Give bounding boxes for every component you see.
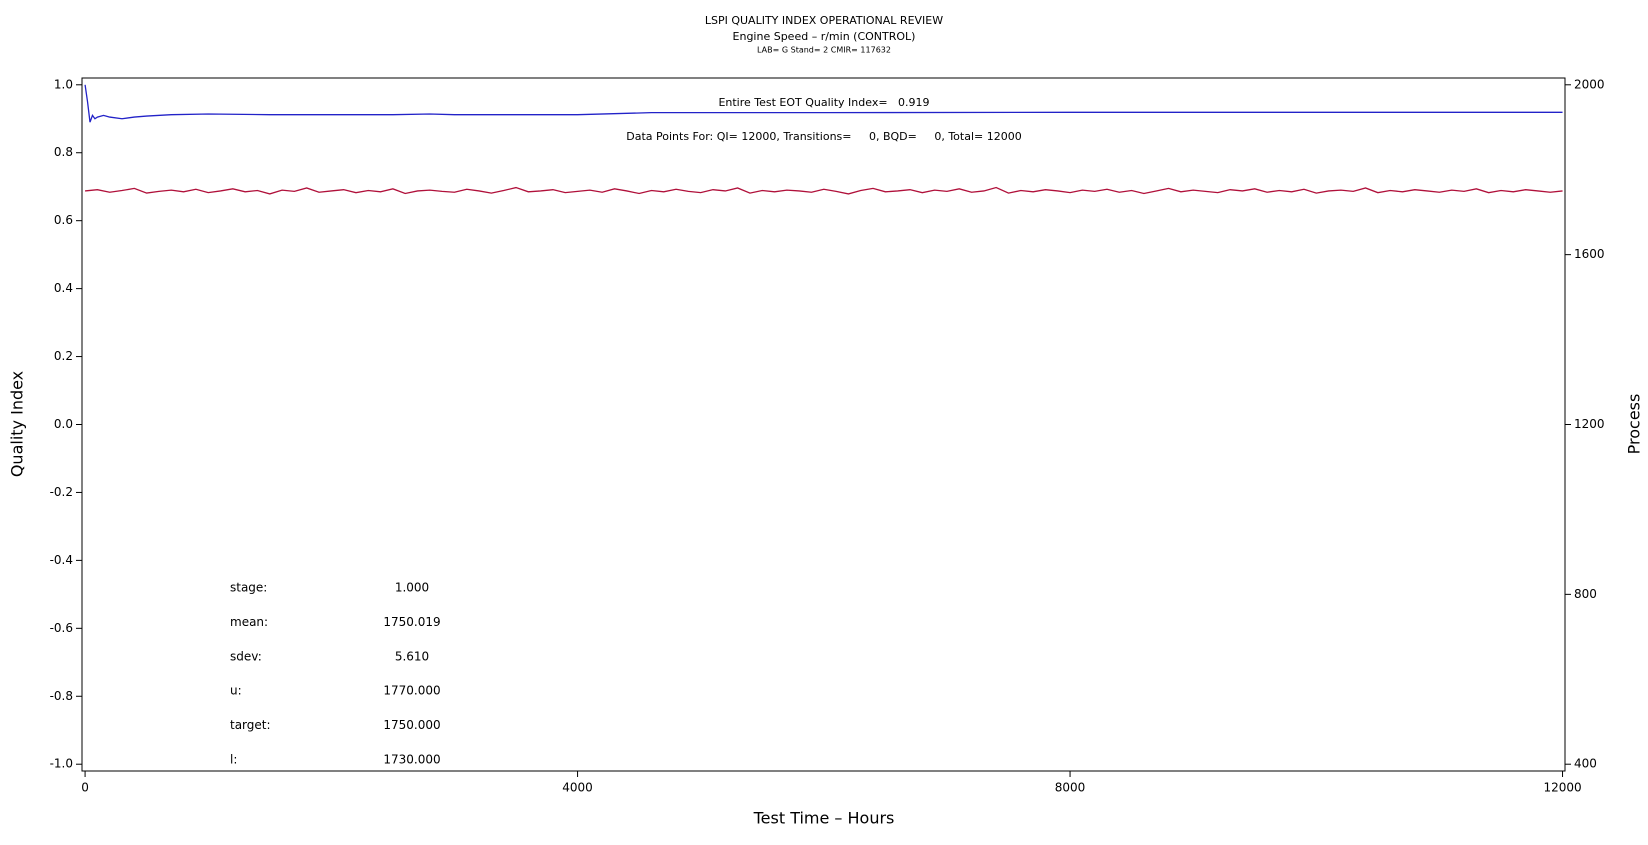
stat-value: 1770.000 (383, 684, 440, 698)
y-tick-label: 0.0 (54, 417, 73, 431)
series-line (85, 186, 1563, 195)
plot-frame (81, 77, 1566, 772)
x-tick-label: 12000 (1543, 781, 1581, 795)
annotation: Entire Test EOT Quality Index= 0.919 (718, 96, 929, 109)
stat-label: mean: (230, 615, 268, 629)
stat-value: 1.000 (395, 581, 429, 595)
x-axis-title: Test Time – Hours (753, 809, 895, 828)
stat-label: target: (230, 718, 271, 732)
y-tick-label: 1.0 (54, 77, 73, 91)
stat-label: sdev: (230, 649, 262, 663)
y2-tick-label: 400 (1574, 757, 1597, 771)
stat-value: 1730.000 (383, 753, 440, 767)
stat-value: 1750.000 (383, 718, 440, 732)
y-tick-label: -0.4 (50, 553, 73, 567)
y2-tick-label: 1600 (1574, 247, 1605, 261)
y2-tick-label: 2000 (1574, 77, 1605, 91)
chart-caption: LAB= G Stand= 2 CMIR= 117632 (757, 46, 891, 55)
series-line (84, 84, 1563, 123)
y-tick-label: 0.8 (54, 145, 73, 159)
y2-tick-label: 800 (1574, 587, 1597, 601)
stat-label: l: (230, 753, 237, 767)
y-tick-label: 0.4 (54, 281, 73, 295)
y-axis-title: Quality Index (8, 371, 27, 477)
stat-label: stage: (230, 581, 267, 595)
x-tick-label: 0 (81, 781, 89, 795)
y-tick-label: -0.6 (50, 621, 73, 635)
y2-tick-label: 1200 (1574, 417, 1605, 431)
stat-value: 1750.019 (383, 615, 440, 629)
y2-axis-title: Process (1625, 394, 1644, 455)
chart-title: LSPI QUALITY INDEX OPERATIONAL REVIEW (705, 14, 943, 27)
chart-subtitle: Engine Speed – r/min (CONTROL) (733, 30, 916, 43)
y-tick-label: 0.2 (54, 349, 73, 363)
x-tick-label: 8000 (1055, 781, 1086, 795)
x-tick-label: 4000 (562, 781, 593, 795)
y-tick-label: -0.8 (50, 689, 73, 703)
y-tick-label: -0.2 (50, 485, 73, 499)
annotation: Data Points For: QI= 12000, Transitions=… (626, 130, 1021, 143)
y-tick-label: -1.0 (50, 757, 73, 771)
stat-value: 5.610 (395, 649, 429, 663)
stat-label: u: (230, 684, 242, 698)
y-tick-label: 0.6 (54, 213, 73, 227)
